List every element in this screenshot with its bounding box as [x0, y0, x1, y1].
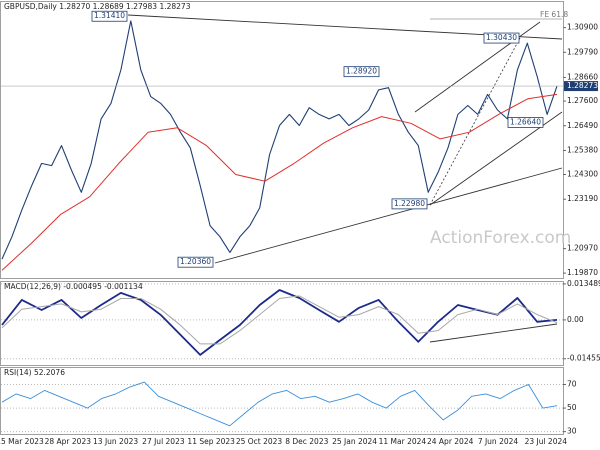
y-tick-label: 1.20970 — [567, 244, 598, 253]
rsi-pane — [0, 367, 564, 435]
x-tick-label: 11 Mar 2024 — [379, 437, 427, 446]
series-line — [1, 295, 558, 345]
y-tick-label: 50 — [567, 403, 577, 412]
macd-title: MACD(12,26,9) -0.000495 -0.001134 — [4, 282, 143, 291]
price-label-box — [343, 66, 380, 78]
price-label-box — [391, 198, 428, 210]
y-tick-label: 1.27600 — [567, 96, 598, 105]
x-tick-label: 11 Sep 2023 — [187, 437, 235, 446]
x-tick-label: 7 Jun 2024 — [478, 437, 519, 446]
price-label: 1.30430 — [486, 33, 517, 42]
price-label-box — [91, 10, 128, 22]
price-label: 1.28920 — [346, 67, 377, 76]
x-tick-label: 25 Oct 2023 — [236, 437, 283, 446]
price-label: 1.22980 — [394, 199, 425, 208]
rsi-title: RSI(14) 52.2076 — [4, 368, 65, 377]
series-line — [1, 93, 558, 271]
y-tick-label: 1.28660 — [567, 72, 598, 81]
price-label: 1.26640 — [510, 117, 541, 126]
y-tick-label: 0.013489 — [567, 279, 600, 288]
y-tick-label: 1.23190 — [567, 194, 598, 203]
y-tick-label: 1.29790 — [567, 47, 598, 56]
series-line — [1, 20, 558, 260]
y-tick-label: 1.19870 — [567, 268, 598, 277]
x-tick-label: 8 Dec 2023 — [285, 437, 328, 446]
price-label-box — [507, 117, 544, 128]
series-line — [1, 381, 558, 427]
macd-pane — [0, 281, 564, 366]
macd-trend-line — [429, 323, 558, 343]
y-tick-label: 1.30900 — [567, 23, 598, 32]
x-tick-label: 25 Jan 2024 — [332, 437, 377, 446]
y-tick-label: 0.00 — [567, 315, 584, 324]
price-label: 1.20360 — [180, 257, 211, 266]
trend-line — [214, 167, 563, 264]
x-tick-label: 28 Apr 2023 — [45, 437, 92, 446]
series-line — [1, 289, 558, 356]
y-tick-label: 1.24300 — [567, 170, 598, 179]
x-tick-label: 24 Apr 2024 — [427, 437, 474, 446]
x-tick-label: 23 Jul 2024 — [525, 437, 568, 446]
price-pane — [0, 1, 564, 279]
y-tick-label: 1.26490 — [567, 121, 598, 130]
price-label: 1.31410 — [94, 11, 125, 20]
y-tick-label: 30 — [567, 427, 577, 436]
watermark: ActionForex.com — [430, 228, 571, 248]
price-label-box — [483, 32, 520, 44]
channel-line — [414, 21, 541, 113]
last-price-label: 1.28273 — [567, 81, 598, 90]
last-price-box — [564, 81, 598, 92]
y-tick-label: 1.25380 — [567, 145, 598, 154]
y-tick-label: 70 — [567, 380, 577, 389]
x-tick-label: 15 Mar 2023 — [0, 437, 44, 446]
price-label-box — [177, 256, 214, 268]
x-tick-label: 27 Jul 2023 — [142, 437, 185, 446]
fe-label: FE 61.8 — [540, 10, 568, 19]
y-tick-label: -0.014554 — [567, 354, 600, 363]
fib-line — [429, 37, 521, 206]
x-tick-label: 13 Jun 2023 — [93, 437, 138, 446]
price-title: GBPUSD,Daily 1.28270 1.28689 1.27983 1.2… — [4, 2, 191, 11]
